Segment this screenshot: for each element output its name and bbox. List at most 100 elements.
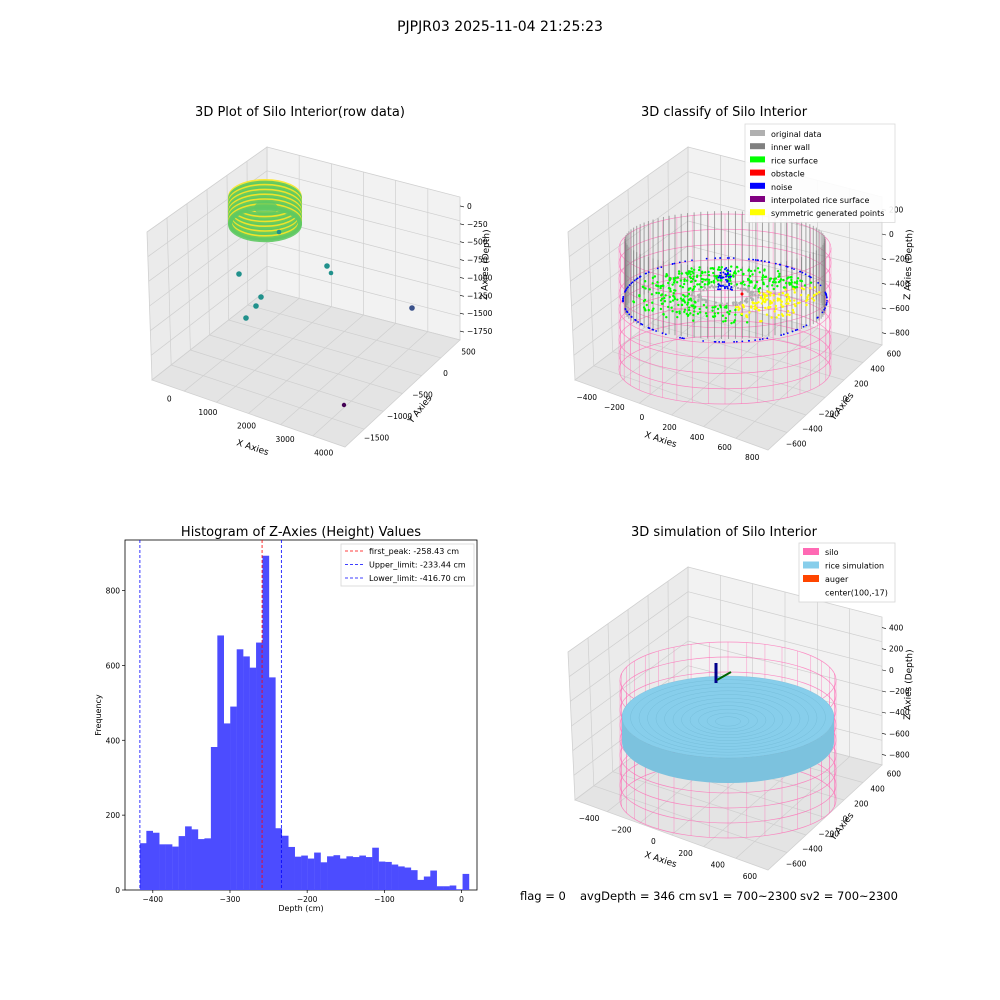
histogram-legend: first_peak: -258.43 cm Upper_limit: -233.…	[340, 543, 475, 587]
classified-point	[735, 301, 738, 304]
classified-point	[715, 277, 718, 280]
classified-point	[693, 296, 696, 299]
classified-point	[745, 314, 748, 317]
simulation-x-ticks: −400 −200 0 200 400 600	[579, 814, 758, 881]
classified-point	[728, 277, 732, 280]
classified-point	[686, 301, 690, 304]
classified-point	[809, 287, 812, 290]
classified-point	[676, 315, 679, 319]
simulation-plot-title: 3D simulation of Silo Interior	[631, 525, 818, 540]
classify-legend-label: inner wall	[771, 143, 810, 152]
raw-outlier-point	[243, 315, 249, 321]
status-line: flag = 0 avgDepth = 346 cm sv1 = 700~230…	[520, 889, 898, 903]
raw-z-axis-label: Z Axies (Depth)	[480, 229, 492, 300]
classified-point	[677, 272, 681, 275]
simulation-auger	[714, 663, 732, 683]
classified-point	[748, 311, 751, 314]
classified-point	[678, 310, 681, 313]
noise-point	[816, 316, 819, 319]
classified-point	[818, 291, 821, 294]
classified-point	[788, 313, 791, 317]
classified-point	[702, 288, 705, 292]
noise-point	[817, 281, 820, 284]
classified-point	[690, 267, 693, 270]
classified-point	[692, 287, 695, 291]
histogram-bar	[378, 861, 386, 890]
classified-point	[806, 296, 809, 299]
classified-point	[774, 281, 777, 284]
classified-point	[642, 306, 646, 309]
classified-point	[651, 301, 654, 304]
histogram-y-tick-label: 800	[106, 587, 121, 596]
histogram-x-ticks: −400 −300 −200 −100 0	[142, 890, 464, 904]
classified-point	[778, 272, 781, 276]
classified-point	[805, 303, 808, 307]
noise-point	[628, 284, 631, 287]
noise-point	[635, 278, 638, 281]
histogram-bar	[339, 858, 347, 890]
simulation-z-axis-label: Z Axies (Depth)	[903, 649, 915, 720]
classified-point	[705, 299, 708, 302]
classified-point	[712, 286, 715, 289]
auger-arm	[716, 671, 732, 681]
classified-point	[800, 286, 804, 290]
simulation-x-tick-label: 400	[711, 861, 726, 870]
classified-point	[686, 303, 689, 306]
classified-point	[795, 285, 799, 289]
raw-outlier-point	[236, 271, 242, 277]
noise-point	[630, 282, 633, 285]
classified-point	[785, 293, 788, 297]
noise-point	[726, 272, 729, 275]
classified-point	[758, 286, 762, 290]
histogram-bar	[314, 852, 321, 890]
panel-classify-3d: 3D classify of Silo Interior −400−200020…	[567, 105, 915, 462]
classified-point	[780, 303, 783, 306]
classified-point	[742, 280, 745, 283]
classified-point	[791, 308, 795, 312]
classified-point	[692, 319, 695, 322]
raw-plot-title: 3D Plot of Silo Interior(row data)	[195, 105, 405, 120]
raw-z-tick-label: −1750	[467, 327, 493, 336]
noise-point	[824, 291, 827, 294]
classified-point	[786, 277, 789, 280]
classified-point	[644, 287, 647, 290]
classified-point	[811, 297, 814, 300]
histogram-bar	[398, 866, 405, 890]
classified-point	[693, 310, 696, 313]
noise-point	[723, 341, 726, 343]
classified-point	[755, 280, 759, 284]
noise-point	[630, 315, 633, 318]
classified-point	[730, 265, 733, 268]
classified-point	[786, 309, 790, 313]
raw-outlier-point	[324, 263, 330, 269]
classify-z-tick-label: −200	[889, 255, 910, 264]
classified-point	[672, 281, 676, 284]
classified-point	[783, 286, 786, 289]
classified-point	[720, 302, 723, 305]
raw-wall-ring	[228, 179, 302, 243]
histogram-bar	[449, 885, 457, 890]
raw-x-tick-label: 2000	[237, 422, 256, 431]
classified-point	[660, 293, 664, 296]
raw-y-tick-label: −1000	[387, 412, 413, 421]
classified-point	[679, 297, 683, 300]
noise-point	[721, 276, 724, 279]
classified-point	[651, 282, 654, 285]
classified-point	[653, 275, 657, 278]
raw-y-tick-label: 500	[461, 348, 476, 357]
classified-point	[694, 279, 697, 283]
noise-point	[718, 341, 721, 343]
classified-point	[791, 285, 795, 288]
histogram-x-tick-label: −200	[297, 895, 318, 904]
raw-outlier-point	[258, 294, 264, 300]
histogram-bar	[230, 706, 237, 890]
noise-point	[719, 274, 722, 277]
noise-point	[794, 329, 797, 332]
classified-point	[769, 302, 772, 305]
noise-point	[723, 287, 726, 290]
classified-point	[664, 294, 667, 297]
histogram-legend-label: Upper_limit: -233.44 cm	[369, 561, 466, 570]
classified-point	[756, 267, 760, 270]
noise-point	[780, 334, 783, 336]
classified-point	[793, 303, 796, 306]
